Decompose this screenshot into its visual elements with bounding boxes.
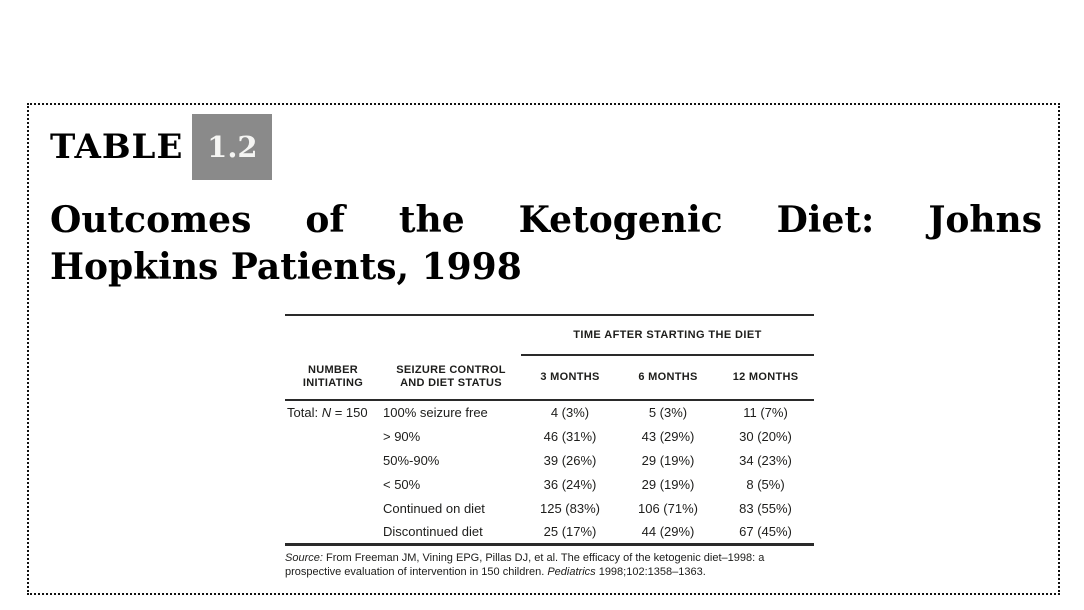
page-title-line2: Hopkins Patients, 1998: [50, 246, 522, 288]
span-header-spacer: [285, 314, 521, 355]
cell-12mo: 34 (23%): [739, 452, 792, 468]
data-table: TIME AFTER STARTING THE DIET NUMBER INIT…: [285, 314, 815, 546]
total-n-italic: N: [321, 405, 332, 420]
cell-3mo: 36 (24%): [543, 476, 597, 492]
table-tag: TABLE 1.2: [50, 114, 273, 180]
cell-6mo: 106 (71%): [638, 500, 698, 516]
cell-12mo: 67 (45%): [717, 520, 815, 546]
cell-12mo: 11 (7%): [743, 405, 788, 420]
cell-status: < 50%: [383, 476, 421, 492]
cell-6mo: 43 (29%): [641, 428, 695, 444]
cell-empty: [285, 472, 381, 496]
cell-3mo: 46 (31%): [543, 428, 597, 444]
col-header-3-months: 3 MONTHS: [521, 355, 619, 401]
cell-12mo: 8 (5%): [746, 476, 785, 492]
cell-12mo: 83 (55%): [739, 500, 792, 516]
cell-3mo: 4 (3%): [550, 405, 590, 420]
table-row: Continued on diet 125 (83%) 106 (71%) 83…: [285, 496, 814, 520]
table-row: Total: N = 150 100% seizure free 4 (3%) …: [285, 400, 814, 424]
span-header: TIME AFTER STARTING THE DIET: [521, 314, 815, 356]
source-note: Source: From Freeman JM, Vining EPG, Pil…: [285, 551, 803, 579]
table-row: < 50% 36 (24%) 29 (19%) 8 (5%): [285, 472, 814, 496]
total-prefix: Total:: [287, 405, 322, 420]
cell-3mo: 125 (83%): [540, 500, 600, 516]
cell-empty: [285, 496, 381, 520]
cell-3mo: 39 (26%): [543, 452, 597, 468]
cell-empty: [285, 520, 381, 546]
cell-6mo: 5 (3%): [648, 405, 688, 420]
cell-status: Discontinued diet: [381, 520, 521, 546]
cell-status: > 90%: [383, 428, 421, 444]
column-header-row: NUMBER INITIATING SEIZURE CONTROL AND DI…: [285, 355, 815, 401]
table-row: Discontinued diet 25 (17%) 44 (29%) 67 (…: [285, 520, 815, 546]
col-header-12-months: 12 MONTHS: [717, 355, 815, 401]
col-header-number-initiating: NUMBER INITIATING: [285, 355, 381, 401]
cell-status: Continued on diet: [383, 500, 485, 516]
cell-status: 100% seizure free: [383, 405, 488, 420]
data-table-wrapper: TIME AFTER STARTING THE DIET NUMBER INIT…: [285, 314, 815, 546]
col-header-6-months: 6 MONTHS: [619, 355, 717, 401]
cell-empty: [285, 448, 381, 472]
cell-6mo: 29 (19%): [641, 452, 695, 468]
col-header-seizure-control: SEIZURE CONTROL AND DIET STATUS: [381, 355, 521, 401]
cell-6mo: 29 (19%): [641, 476, 695, 492]
cell-status: 50%-90%: [383, 452, 440, 468]
page-title-line1: Outcomes of the Ketogenic Diet: Johns: [50, 199, 1042, 241]
cell-3mo: 25 (17%): [521, 520, 619, 546]
table-number-box: 1.2: [192, 114, 273, 180]
table-row: > 90% 46 (31%) 43 (29%) 30 (20%): [285, 424, 814, 448]
page-title: Outcomes of the Ketogenic Diet: Johns Ho…: [50, 197, 1042, 291]
cell-total-n: Total: N = 150: [285, 400, 381, 424]
document-frame: TABLE 1.2 Outcomes of the Ketogenic Diet…: [27, 103, 1060, 595]
source-journal: Pediatrics: [547, 566, 596, 578]
cell-6mo: 44 (29%): [619, 520, 717, 546]
table-number: 1.2: [207, 130, 258, 164]
table-tag-word: TABLE: [50, 127, 184, 167]
source-text1: From Freeman JM, Vining EPG, Pillas DJ, …: [285, 552, 765, 578]
cell-12mo: 30 (20%): [739, 428, 792, 444]
total-suffix: = 150: [331, 405, 368, 420]
span-header-row: TIME AFTER STARTING THE DIET: [285, 314, 815, 356]
source-text2: 1998;102:1358–1363.: [595, 566, 706, 578]
source-label: Source:: [285, 552, 323, 564]
cell-empty: [285, 424, 381, 448]
table-row: 50%-90% 39 (26%) 29 (19%) 34 (23%): [285, 448, 814, 472]
